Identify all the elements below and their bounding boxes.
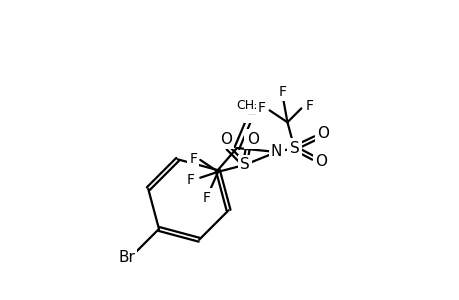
Text: F: F [202,190,210,205]
Text: S: S [289,140,299,155]
Text: CH₂: CH₂ [236,99,259,112]
Text: O: O [246,132,258,147]
Text: O: O [219,132,231,147]
Text: F: F [186,173,194,187]
Text: F: F [189,152,197,166]
Text: O: O [314,154,326,169]
Text: F: F [305,99,313,113]
Text: F: F [278,85,286,98]
Text: F: F [257,101,265,116]
Text: O: O [316,126,328,141]
Text: N: N [270,145,282,160]
Text: Br: Br [118,250,134,265]
Text: S: S [240,158,249,172]
Text: =: = [246,107,257,121]
